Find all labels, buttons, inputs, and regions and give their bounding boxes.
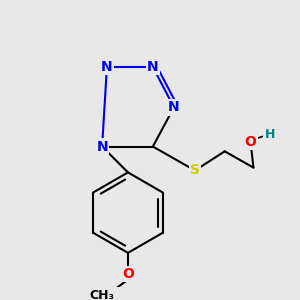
Text: O: O	[244, 135, 256, 149]
Text: CH₃: CH₃	[90, 289, 115, 300]
Text: S: S	[190, 164, 200, 178]
Text: H: H	[265, 128, 275, 141]
Text: N: N	[147, 60, 159, 74]
Text: O: O	[122, 267, 134, 281]
Text: N: N	[101, 60, 113, 74]
Text: N: N	[96, 140, 108, 154]
Text: N: N	[168, 100, 180, 114]
